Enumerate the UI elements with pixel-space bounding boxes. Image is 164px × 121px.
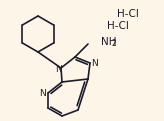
Text: N: N <box>40 88 46 98</box>
Text: N: N <box>55 65 61 75</box>
Text: NH: NH <box>101 37 116 47</box>
Text: H-Cl: H-Cl <box>117 9 139 19</box>
Text: N: N <box>91 60 97 68</box>
Text: H-Cl: H-Cl <box>107 21 129 31</box>
Text: 2: 2 <box>112 39 116 48</box>
